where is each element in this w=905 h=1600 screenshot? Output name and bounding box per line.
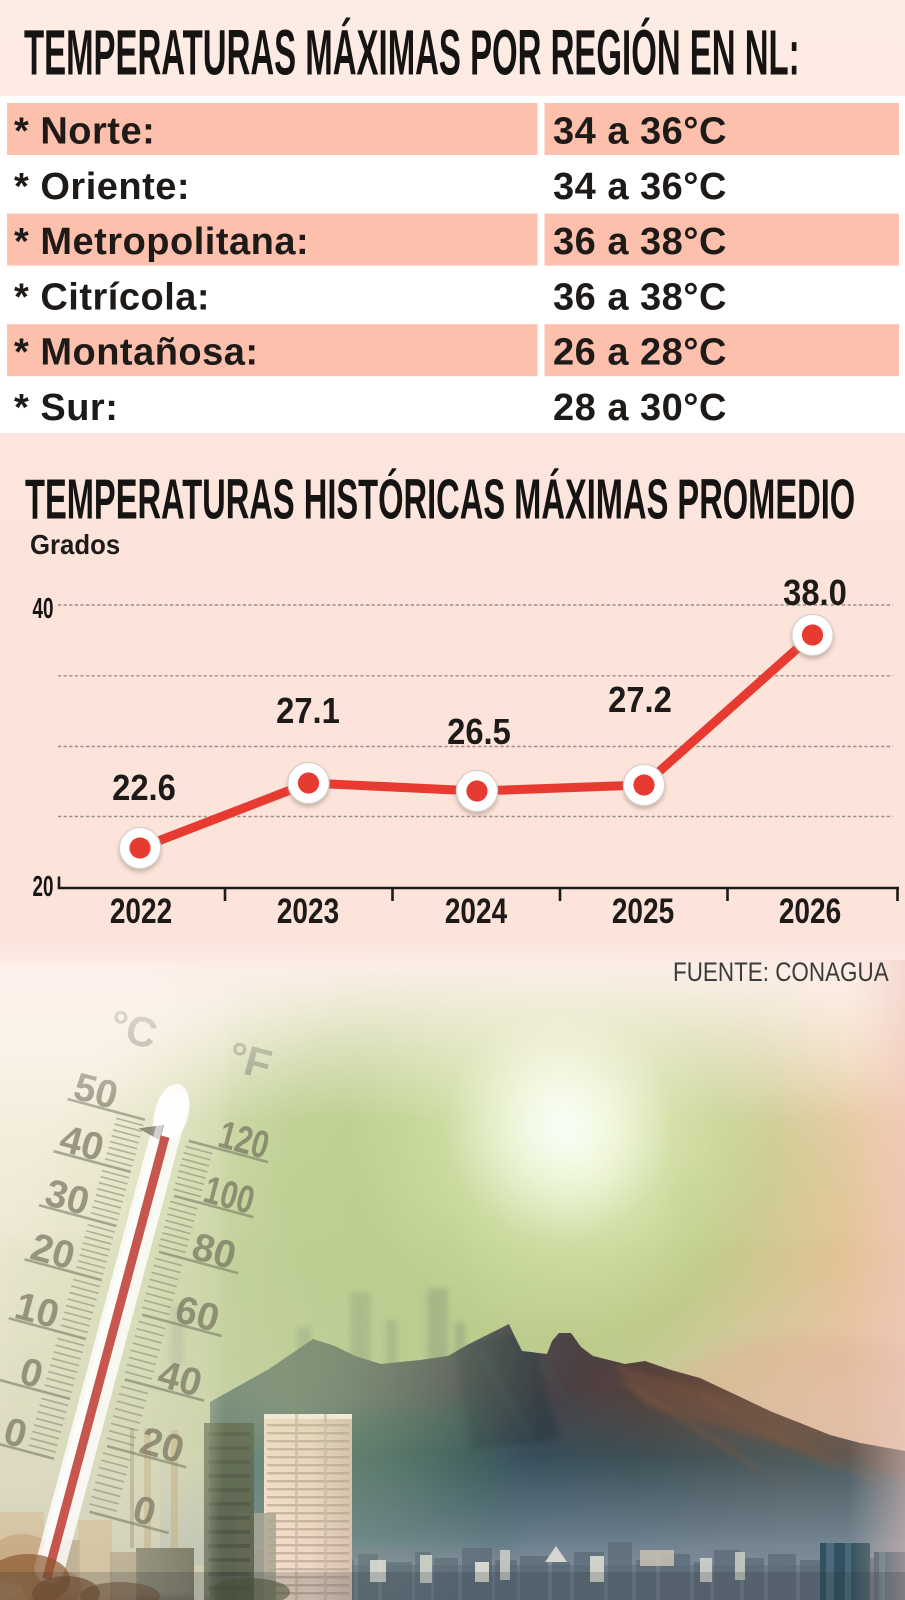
svg-text:Grados: Grados bbox=[30, 529, 120, 560]
svg-text:26 a 28°C: 26 a 28°C bbox=[553, 332, 727, 374]
svg-text:2025: 2025 bbox=[612, 891, 674, 931]
svg-text:27.1: 27.1 bbox=[276, 692, 340, 732]
svg-text:26.5: 26.5 bbox=[447, 713, 511, 753]
svg-text:2024: 2024 bbox=[445, 891, 508, 931]
svg-text:* Sur:: * Sur: bbox=[14, 387, 118, 429]
svg-text:2026: 2026 bbox=[779, 891, 841, 931]
svg-text:36 a 38°C: 36 a 38°C bbox=[553, 221, 727, 263]
svg-text:34 a 36°C: 34 a 36°C bbox=[553, 111, 727, 153]
svg-text:* Metropolitana:: * Metropolitana: bbox=[14, 221, 309, 263]
svg-text:TEMPERATURAS MÁXIMAS POR REGIÓ: TEMPERATURAS MÁXIMAS POR REGIÓN EN NL: bbox=[24, 16, 800, 88]
svg-text:* Norte:: * Norte: bbox=[14, 111, 155, 153]
svg-text:* Montañosa:: * Montañosa: bbox=[14, 332, 259, 374]
svg-text:20: 20 bbox=[33, 871, 54, 903]
svg-text:2023: 2023 bbox=[277, 891, 339, 931]
svg-text:22.6: 22.6 bbox=[112, 769, 176, 809]
svg-text:* Citrícola:: * Citrícola: bbox=[14, 276, 210, 318]
svg-text:38.0: 38.0 bbox=[783, 574, 847, 614]
svg-text:2022: 2022 bbox=[110, 891, 172, 931]
svg-text:TEMPERATURAS HISTÓRICAS MÁXIMA: TEMPERATURAS HISTÓRICAS MÁXIMAS PROMEDIO bbox=[25, 467, 855, 531]
svg-text:27.2: 27.2 bbox=[608, 681, 672, 721]
svg-text:36 a 38°C: 36 a 38°C bbox=[553, 276, 727, 318]
svg-text:40: 40 bbox=[33, 593, 54, 625]
svg-text:FUENTE: CONAGUA: FUENTE: CONAGUA bbox=[673, 958, 889, 987]
svg-text:28 a 30°C: 28 a 30°C bbox=[553, 387, 727, 429]
svg-text:34 a 36°C: 34 a 36°C bbox=[553, 166, 727, 208]
svg-text:* Oriente:: * Oriente: bbox=[14, 166, 190, 208]
